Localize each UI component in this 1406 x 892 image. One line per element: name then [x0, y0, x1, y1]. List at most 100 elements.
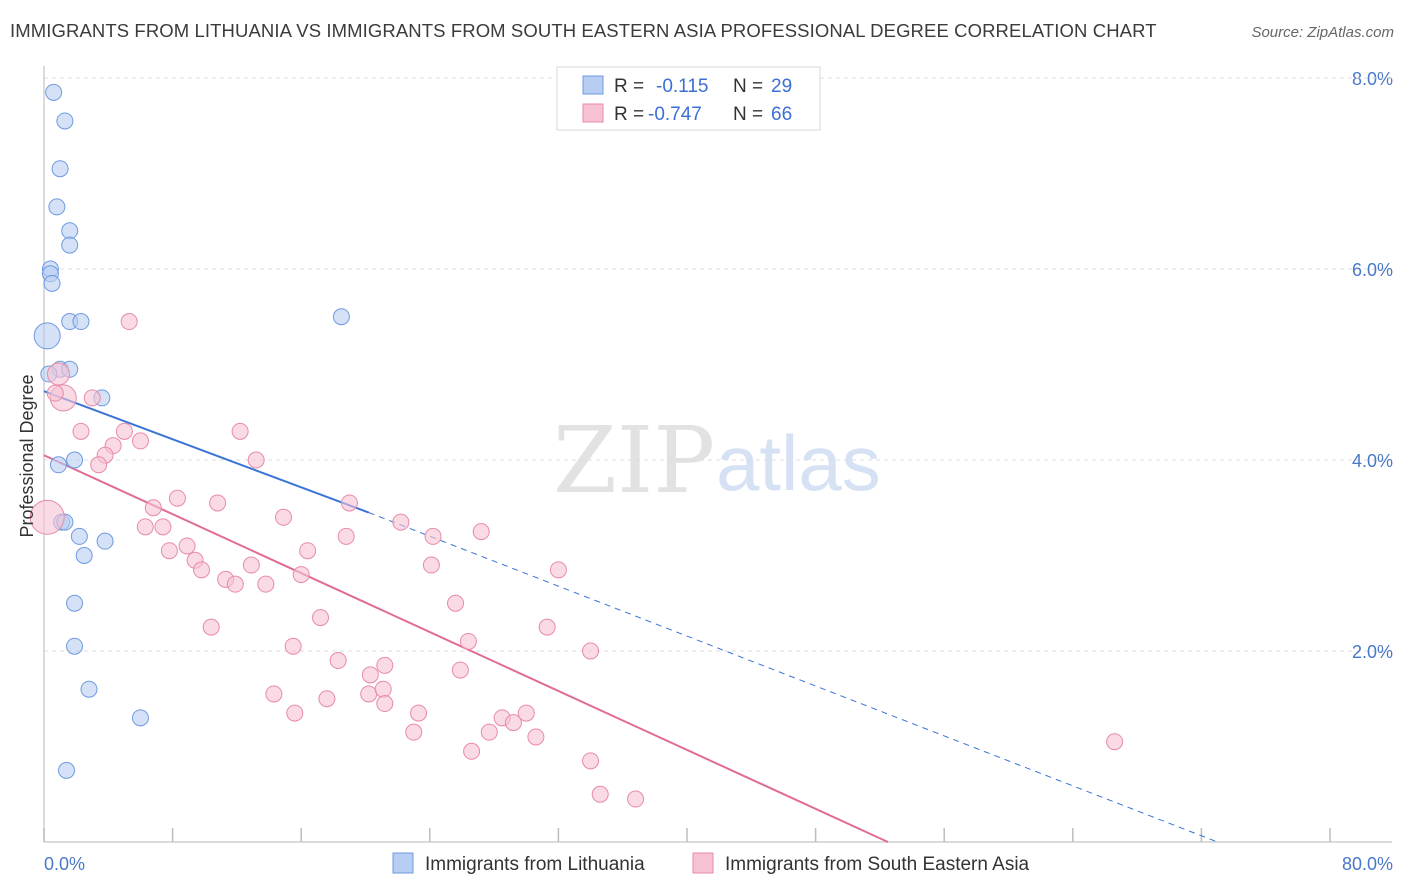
legend-r-label-1: R = — [614, 76, 644, 97]
point-sea — [517, 704, 535, 722]
point-lithuania — [131, 709, 149, 727]
point-sea — [154, 518, 172, 536]
point-lithuania — [96, 532, 114, 550]
point-sea — [538, 618, 556, 636]
point-sea — [136, 518, 154, 536]
point-sea — [160, 542, 178, 560]
legend-swatch-sea — [582, 103, 604, 123]
y-tick-label: 6.0% — [1352, 260, 1393, 280]
x-tick-label: 0.0% — [44, 854, 85, 874]
point-sea — [459, 632, 477, 650]
point-lithuania — [43, 274, 61, 292]
point-sea — [72, 422, 90, 440]
trend-line-lithuania — [43, 390, 370, 514]
legend-r-value-1: -0.115 — [656, 76, 708, 97]
point-lithuania — [66, 637, 84, 655]
point-sea — [193, 561, 211, 579]
point-sea — [480, 723, 498, 741]
point-sea — [447, 594, 465, 612]
point-lithuania — [45, 83, 63, 101]
point-sea — [361, 666, 379, 684]
point-sea — [120, 313, 138, 331]
x-tick-label: 80.0% — [1342, 854, 1393, 874]
bottom-legend-label-lithuania: Immigrants from Lithuania — [425, 854, 645, 875]
y-tick-label: 2.0% — [1352, 642, 1393, 662]
legend-swatch-lithuania — [582, 75, 604, 95]
point-sea — [292, 566, 310, 584]
point-sea — [627, 790, 645, 808]
point-sea — [329, 652, 347, 670]
point-lithuania — [332, 308, 350, 326]
point-sea — [311, 609, 329, 627]
legend-r-value-2: -0.747 — [648, 104, 702, 125]
legend-n-value-1: 29 — [771, 76, 792, 97]
y-axis-label: Professional Degree — [17, 374, 37, 537]
point-sea — [591, 785, 609, 803]
point-sea — [247, 451, 265, 469]
point-lithuania — [49, 456, 67, 474]
point-lithuania — [66, 594, 84, 612]
point-sea — [286, 704, 304, 722]
point-sea — [360, 685, 378, 703]
bottom-legend: Immigrants from Lithuania Immigrants fro… — [392, 852, 1030, 875]
point-sea — [115, 422, 133, 440]
point-sea — [405, 723, 423, 741]
point-sea — [582, 642, 600, 660]
point-sea — [549, 561, 567, 579]
gridlines: 2.0% 4.0% 6.0% 8.0% — [44, 69, 1393, 662]
point-sea — [29, 499, 65, 535]
point-sea — [410, 704, 428, 722]
point-sea — [422, 556, 440, 574]
bottom-legend-swatch-lithuania — [392, 852, 414, 874]
legend: R = -0.115 N = 29 R = -0.747 N = 66 — [556, 66, 821, 131]
data-points — [29, 83, 1124, 808]
point-lithuania — [61, 222, 79, 240]
point-sea — [527, 728, 545, 746]
point-sea — [46, 384, 64, 402]
bottom-legend-swatch-sea — [692, 852, 714, 874]
point-lithuania — [48, 198, 66, 216]
point-sea — [374, 680, 392, 698]
point-sea — [376, 656, 394, 674]
point-sea — [337, 527, 355, 545]
watermark-zip: ZIP — [553, 407, 715, 514]
point-sea — [463, 742, 481, 760]
point-sea — [376, 695, 394, 713]
axes: 0.0% 80.0% — [43, 66, 1393, 874]
point-sea — [1106, 733, 1124, 751]
legend-r-label-2: R = — [614, 104, 644, 125]
point-lithuania — [72, 313, 90, 331]
point-sea — [202, 618, 220, 636]
point-sea — [504, 714, 522, 732]
point-lithuania — [66, 451, 84, 469]
point-lithuania — [33, 322, 61, 350]
trend-line-lithuania-extension — [368, 512, 1218, 843]
point-sea — [90, 456, 108, 474]
point-lithuania — [75, 547, 93, 564]
watermark-atlas: atlas — [716, 419, 881, 507]
y-tick-label: 8.0% — [1352, 69, 1393, 89]
chart-title: IMMIGRANTS FROM LITHUANIA VS IMMIGRANTS … — [10, 20, 1157, 41]
point-sea — [340, 494, 358, 512]
legend-n-label-2: N = — [733, 104, 763, 125]
point-sea — [46, 362, 70, 386]
point-sea — [275, 508, 293, 526]
point-sea — [318, 690, 336, 708]
source-label: Source: ZipAtlas.com — [1251, 24, 1394, 41]
point-sea — [472, 523, 490, 541]
point-lithuania — [70, 527, 88, 545]
bottom-legend-label-sea: Immigrants from South Eastern Asia — [725, 854, 1030, 875]
point-lithuania — [56, 112, 74, 130]
point-lithuania — [58, 761, 76, 779]
point-sea — [582, 752, 600, 770]
point-sea — [144, 499, 162, 517]
point-sea — [131, 432, 149, 450]
point-lithuania — [61, 236, 79, 254]
y-tick-label: 4.0% — [1352, 451, 1393, 471]
point-sea — [209, 494, 227, 512]
point-sea — [451, 661, 469, 679]
point-sea — [231, 422, 249, 440]
point-sea — [265, 685, 283, 703]
point-sea — [168, 489, 186, 507]
point-sea — [242, 556, 260, 574]
